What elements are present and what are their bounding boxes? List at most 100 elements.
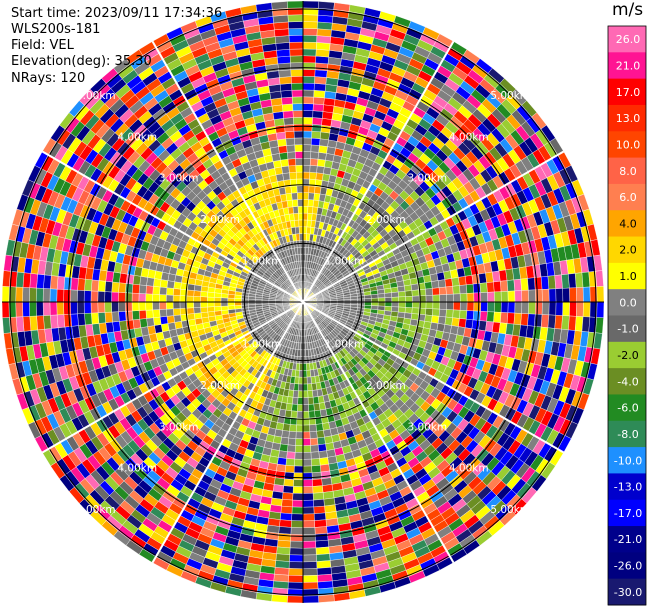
ray-gate (424, 281, 433, 290)
ray-gate (271, 594, 288, 603)
ray-gate (410, 283, 419, 291)
ray-gate (313, 83, 327, 92)
ray-gate (302, 431, 311, 439)
ray-gate (310, 144, 320, 153)
ray-gate (547, 314, 556, 329)
ray-gate (311, 131, 322, 139)
ray-gate (311, 465, 322, 473)
ray-gate (302, 130, 313, 139)
ray-gate (299, 363, 304, 371)
ray-gate (111, 291, 119, 303)
ray-gate (307, 397, 314, 405)
ray-gate (500, 291, 509, 303)
ray-gate (569, 301, 577, 317)
ray-gate (124, 301, 133, 312)
ray-gate (315, 539, 329, 549)
ray-gate (97, 280, 106, 292)
ray-gate (291, 520, 304, 528)
ray-gate (466, 292, 475, 303)
ray-gate (193, 290, 202, 297)
ray-gate (540, 314, 550, 328)
ray-gate (398, 296, 406, 303)
ray-gate (214, 310, 223, 317)
ray-gate (63, 276, 72, 291)
ray-gate (145, 293, 153, 303)
ray-gate (302, 520, 315, 528)
ray-gate (297, 397, 304, 405)
ray-gate (77, 290, 85, 303)
ray-gate (437, 316, 447, 325)
ray-gate (297, 404, 304, 412)
ray-gate (294, 458, 304, 467)
ray-gate (494, 291, 502, 303)
ray-gate (118, 292, 126, 303)
ray-gate (83, 290, 92, 303)
ray-gate (132, 310, 140, 321)
ray-gate (384, 301, 393, 307)
ray-gate (425, 301, 434, 309)
ray-gate (302, 458, 312, 467)
ray-gate (173, 314, 182, 323)
ray-gate (277, 457, 287, 466)
ray-gate (528, 301, 536, 315)
ray-gate (302, 506, 315, 515)
ray-gate (173, 308, 181, 316)
ray-gate (302, 171, 310, 180)
ray-gate (84, 312, 93, 326)
ray-gate (173, 288, 181, 296)
ray-gate (104, 301, 112, 313)
ray-gate (2, 270, 11, 287)
ray-gate (138, 293, 147, 303)
ray-gate (77, 313, 86, 326)
ray-gate (312, 396, 320, 405)
ray-gate (317, 436, 326, 446)
ray-gate (70, 301, 78, 315)
ray-gate (159, 308, 168, 318)
ray-gate (22, 287, 30, 303)
ray-gate (186, 289, 195, 297)
ray-gate (22, 316, 32, 332)
ray-gate (309, 172, 317, 180)
ray-gate (318, 450, 328, 459)
ray-gate (506, 279, 515, 292)
ray-gate (404, 290, 413, 297)
ray-gate (234, 301, 242, 306)
ray-gate (307, 199, 314, 207)
ray-gate (444, 316, 453, 326)
ray-gate (318, 1, 335, 10)
ray-gate (404, 284, 413, 292)
ray-gate (302, 103, 314, 111)
ray-gate (286, 451, 296, 460)
ray-gate (555, 301, 564, 316)
ray-gate (377, 301, 386, 307)
ray-gate (302, 123, 313, 132)
ray-gate (494, 301, 502, 313)
ray-gate (302, 493, 314, 501)
ray-gate (172, 295, 181, 303)
ray-gate (302, 376, 308, 385)
ray-gate (118, 282, 127, 293)
ray-gate (15, 286, 24, 303)
ray-gate (132, 283, 140, 294)
ray-gate (145, 285, 154, 295)
ray-gate (77, 278, 86, 291)
ray-gate (390, 286, 399, 293)
ray-gate (466, 283, 474, 294)
ray-gate (63, 313, 72, 328)
ray-gate (464, 318, 474, 329)
ray-gate (302, 465, 313, 474)
ray-gate (29, 315, 38, 331)
ray-gate (404, 307, 413, 314)
ray-gate (316, 28, 332, 37)
ray-gate (391, 301, 399, 308)
ray-gate (125, 310, 134, 321)
ray-gate (36, 273, 45, 289)
ray-gate (513, 312, 522, 326)
ray-gate (159, 301, 167, 310)
ray-gate (486, 311, 495, 323)
ray-gate (302, 479, 313, 487)
ray-gate (466, 310, 474, 321)
ray-gate (569, 287, 577, 303)
ray-gate (316, 35, 332, 44)
